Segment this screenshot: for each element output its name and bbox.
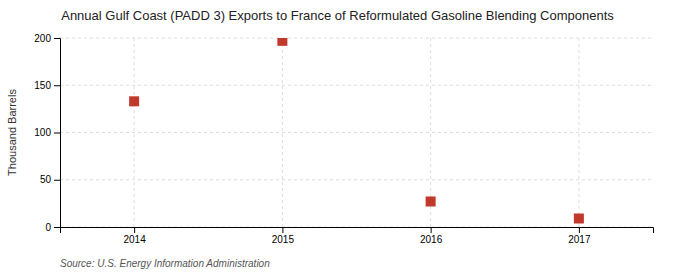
tick-mark (54, 38, 60, 39)
chart: Annual Gulf Coast (PADD 3) Exports to Fr… (0, 0, 675, 275)
grid-line (60, 179, 653, 180)
tick-label: 2015 (272, 234, 295, 245)
point (574, 213, 584, 223)
tick: 2015 (272, 227, 295, 245)
grid (60, 38, 653, 227)
tick: 150 (34, 80, 60, 91)
tick-label: 200 (34, 33, 51, 44)
tick-mark (54, 133, 60, 134)
tick-mark (54, 227, 60, 228)
tick-mark (579, 227, 580, 233)
tick-label: 100 (34, 127, 51, 138)
x-axis: 2014 2015 2016 2017 (61, 227, 654, 245)
tick: 200 (34, 33, 60, 44)
axis-line (54, 39, 61, 228)
tick-label: 2017 (568, 234, 591, 245)
tick: 0 (45, 222, 60, 233)
grid-line (578, 38, 579, 227)
tick: 2014 (124, 227, 147, 245)
point (277, 38, 287, 46)
plot: 2014 2015 2016 2017 0 50 100 150 200 (34, 33, 653, 245)
points (129, 38, 584, 223)
title: Annual Gulf Coast (PADD 3) Exports to Fr… (61, 8, 614, 23)
grid-line (134, 38, 135, 227)
tick-mark (54, 180, 60, 181)
tick: 2016 (420, 227, 443, 245)
y-axis-title: Thousand Barrels (6, 89, 18, 176)
grid-line (60, 85, 653, 86)
tick-label: 2014 (124, 234, 147, 245)
point (129, 96, 139, 106)
annotation: Source: U.S. Energy Information Administ… (60, 258, 270, 269)
tick-mark (134, 227, 135, 233)
axis-line (61, 228, 654, 234)
grid-line (60, 38, 653, 39)
tick-label: 50 (40, 174, 52, 185)
y-axis: 0 50 100 150 200 (34, 33, 60, 233)
tick-mark (54, 85, 60, 86)
point (426, 196, 436, 206)
tick-label: 0 (45, 222, 51, 233)
tick: 100 (34, 127, 60, 138)
tick-label: 2016 (420, 234, 443, 245)
tick-label: 150 (34, 80, 51, 91)
tick: 2017 (568, 227, 591, 245)
tick-mark (431, 227, 432, 233)
tick-mark (282, 227, 283, 233)
grid-line (60, 132, 653, 133)
tick: 50 (40, 174, 60, 185)
grid-line (282, 38, 283, 227)
